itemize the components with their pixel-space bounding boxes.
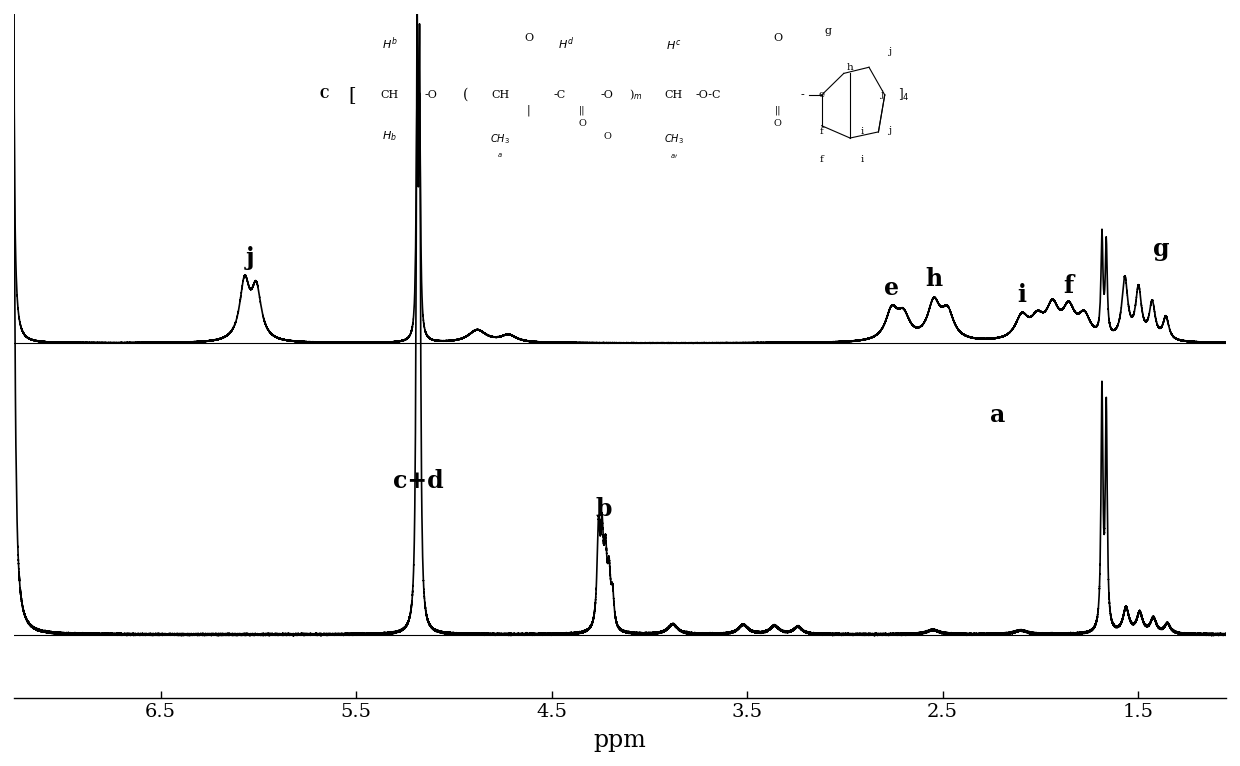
Text: a: a	[990, 403, 1004, 427]
Text: j: j	[247, 247, 254, 270]
Text: b: b	[595, 496, 611, 521]
Text: g: g	[1153, 237, 1169, 261]
Text: c+d: c+d	[393, 469, 444, 493]
Text: e: e	[884, 276, 899, 300]
Text: i: i	[1017, 283, 1027, 306]
X-axis label: ppm: ppm	[594, 729, 646, 752]
Text: h: h	[925, 267, 942, 291]
Text: f: f	[1064, 273, 1074, 298]
